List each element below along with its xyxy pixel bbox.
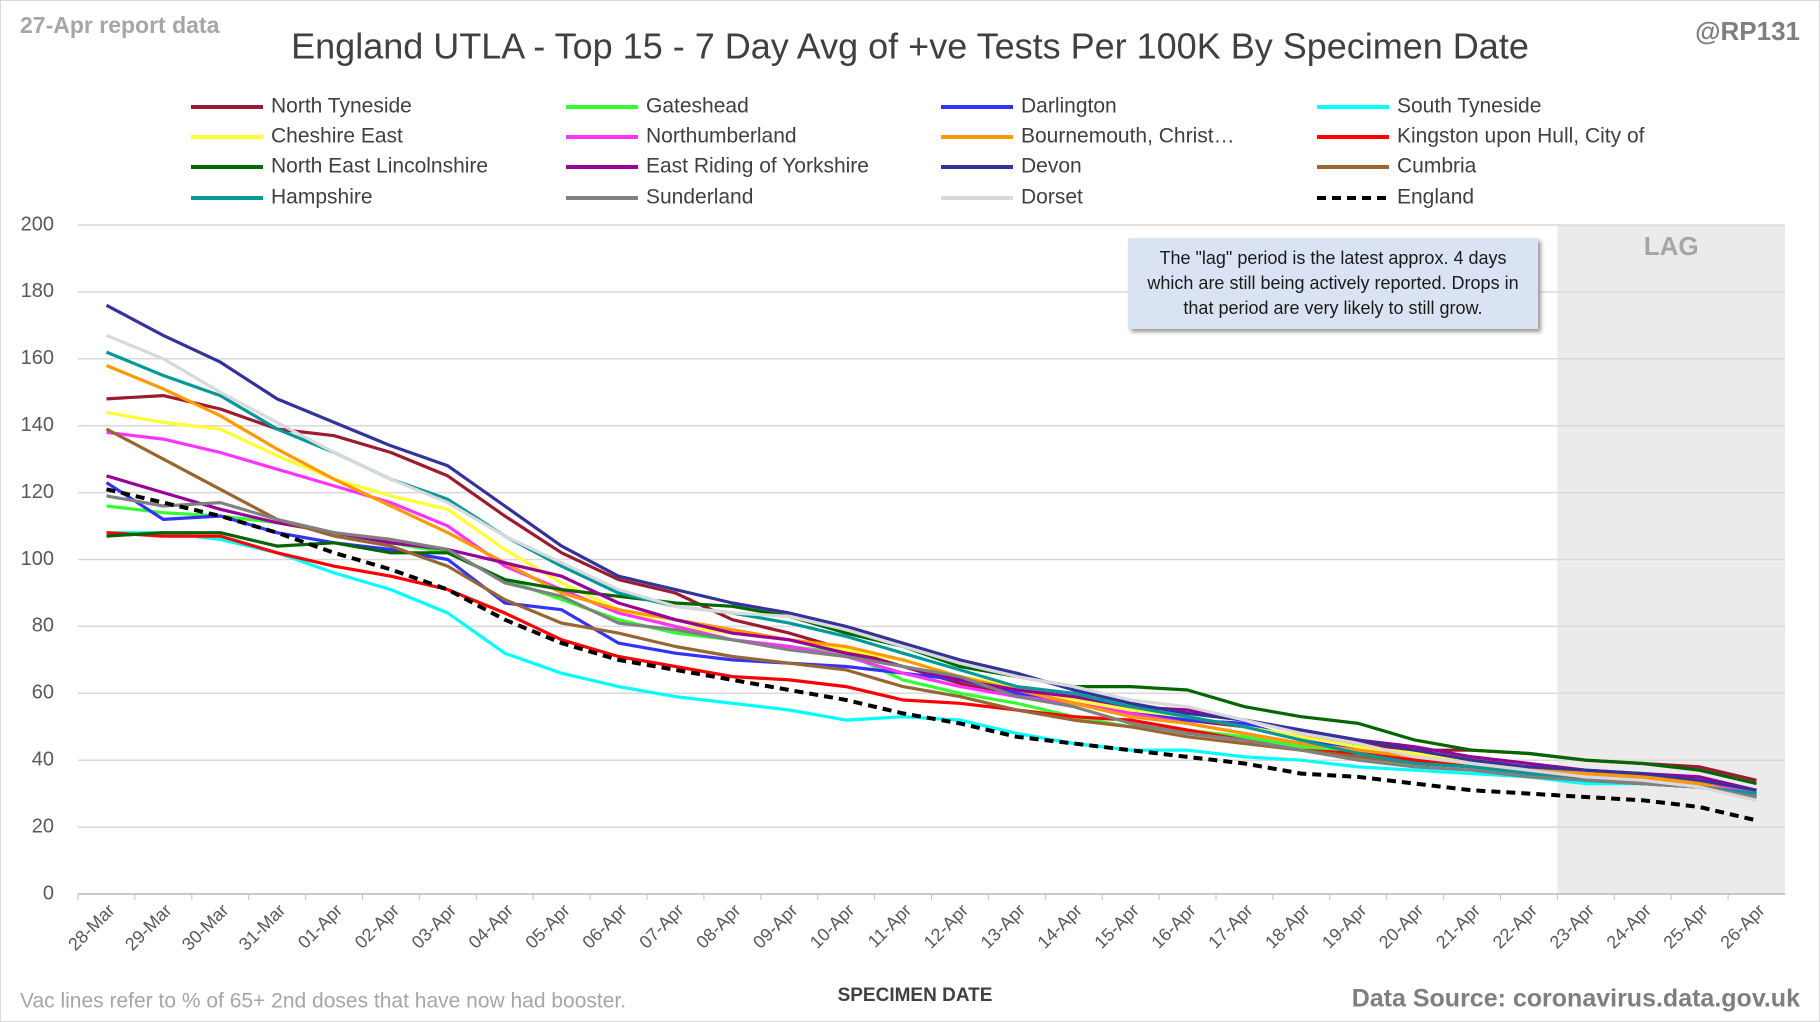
legend-label: Darlington <box>1021 95 1117 118</box>
legend-label: Gateshead <box>646 95 749 118</box>
y-tick-label: 20 <box>32 815 54 837</box>
y-tick-label: 180 <box>21 280 54 302</box>
y-tick-label: 40 <box>32 748 54 770</box>
legend-label: Cumbria <box>1397 155 1477 178</box>
report-note: 27-Apr report data <box>20 12 220 38</box>
series-line <box>106 487 1757 823</box>
series-line <box>105 303 1757 792</box>
legend-label: Northumberland <box>646 125 797 148</box>
legend-label: Devon <box>1021 155 1082 178</box>
y-tick-label: 160 <box>21 347 54 369</box>
y-tick-label: 80 <box>32 615 54 637</box>
series-line <box>106 494 1757 799</box>
legend-label: South Tyneside <box>1397 95 1541 118</box>
legend-label: Sunderland <box>646 186 753 209</box>
legend-label: Bournemouth, Christ… <box>1021 125 1235 148</box>
y-tick-label: 140 <box>21 414 54 436</box>
legend-label: Dorset <box>1021 186 1083 209</box>
legend-label: East Riding of Yorkshire <box>646 155 869 178</box>
legend-label: North East Lincolnshire <box>271 155 488 178</box>
author: @RP131 <box>1695 16 1800 46</box>
footnote: Vac lines refer to % of 65+ 2nd doses th… <box>20 990 626 1013</box>
y-tick-label: 60 <box>32 682 54 704</box>
chart-title: England UTLA - Top 15 - 7 Day Avg of +ve… <box>291 26 1529 67</box>
lag-label: LAG <box>1644 231 1699 261</box>
y-tick-label: 120 <box>21 481 54 503</box>
annotation: The "lag" period is the latest approx. 4… <box>1128 238 1538 329</box>
y-tick-label: 0 <box>43 882 54 904</box>
y-tick-label: 200 <box>21 213 54 235</box>
series-line <box>105 333 1757 802</box>
legend-label: England <box>1397 186 1474 209</box>
y-tick-label: 100 <box>21 548 54 570</box>
legend-label: Hampshire <box>271 186 373 209</box>
legend-label: North Tyneside <box>271 95 412 118</box>
series-line <box>106 474 1757 792</box>
legend-label: Cheshire East <box>271 125 403 148</box>
legend-label: Kingston upon Hull, City of <box>1397 125 1645 148</box>
source: Data Source: coronavirus.data.gov.uk <box>1352 985 1800 1013</box>
x-axis-label: SPECIMEN DATE <box>838 985 993 1006</box>
